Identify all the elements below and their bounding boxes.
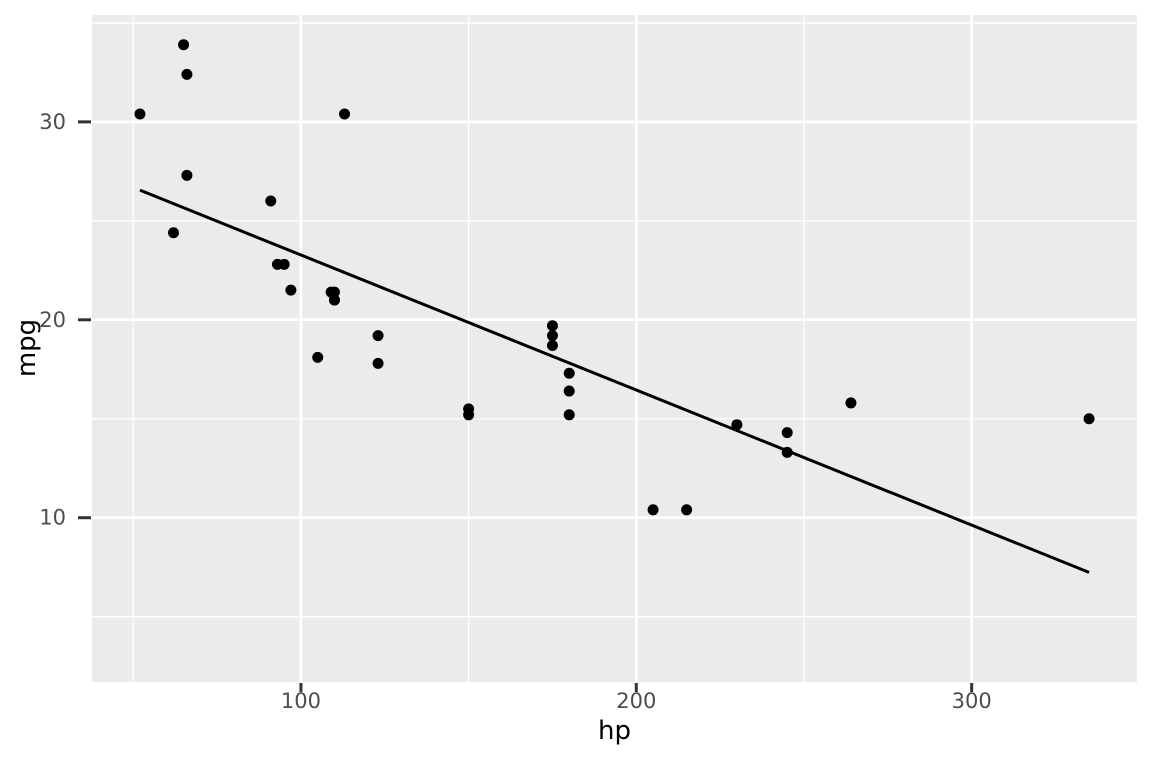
data-point <box>325 286 337 298</box>
data-point <box>463 409 475 421</box>
data-point <box>134 108 146 120</box>
trend-line <box>139 188 1090 574</box>
data-point <box>546 330 558 342</box>
x-tick-label: 200 <box>616 689 656 713</box>
data-point <box>181 169 193 181</box>
y-tick-label: 30 <box>39 110 66 134</box>
data-point <box>278 258 290 270</box>
y-tick-label: 10 <box>39 506 66 530</box>
panel-background <box>92 15 1137 682</box>
data-point <box>167 227 179 239</box>
data-point <box>546 340 558 352</box>
data-point <box>372 357 384 369</box>
data-point <box>563 367 575 379</box>
data-point <box>563 385 575 397</box>
data-point <box>781 446 793 458</box>
y-axis-title: mpg <box>12 318 42 378</box>
data-point <box>845 397 857 409</box>
data-point <box>546 320 558 332</box>
data-point <box>372 330 384 342</box>
data-point <box>339 108 351 120</box>
data-point <box>1083 413 1095 425</box>
data-point <box>647 504 659 516</box>
data-point <box>178 39 190 51</box>
data-point <box>781 427 793 439</box>
y-tick-label: 20 <box>39 308 66 332</box>
x-tick-label: 300 <box>952 689 992 713</box>
data-point <box>731 419 743 431</box>
data-point <box>312 351 324 363</box>
data-point <box>563 409 575 421</box>
x-axis-title: hp <box>598 716 631 746</box>
x-tick-label: 100 <box>281 689 321 713</box>
data-point <box>285 284 297 296</box>
data-point <box>181 68 193 80</box>
data-point <box>265 195 277 207</box>
data-point <box>681 504 693 516</box>
